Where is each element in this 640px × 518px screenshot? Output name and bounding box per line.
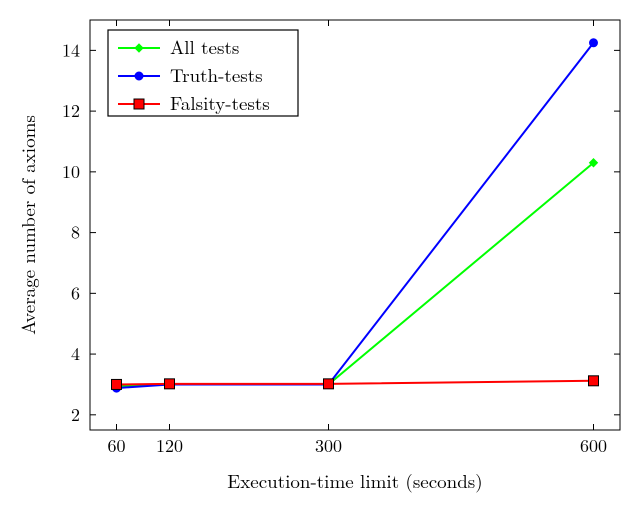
- marker-circle: [135, 72, 143, 80]
- series-line-2: [117, 381, 594, 385]
- x-tick-label: 600: [580, 433, 607, 458]
- y-tick-label: 4: [71, 341, 80, 366]
- chart-svg: 60 120 300 600 2 4 6 8 10 12 14 Execution-time limi…: [0, 0, 640, 518]
- y-axis-label: Average number of axioms: [14, 115, 41, 335]
- legend-label: Truth-tests: [170, 61, 263, 88]
- marker-square: [134, 99, 144, 109]
- series-line-0: [117, 163, 594, 386]
- y-tick-label: 14: [62, 37, 80, 62]
- marker-circle: [590, 39, 598, 47]
- y-tick-label: 2: [71, 402, 80, 427]
- marker-square: [589, 376, 599, 386]
- x-axis-label: Execution-time limit (seconds): [227, 467, 482, 494]
- marker-square: [324, 379, 334, 389]
- x-tick-label: 60: [108, 433, 126, 458]
- marker-square: [165, 379, 175, 389]
- y-tick-label: 6: [71, 280, 80, 305]
- legend-label: All tests: [170, 33, 239, 60]
- y-tick-label: 12: [62, 98, 80, 123]
- x-tick-label: 120: [156, 433, 183, 458]
- x-tick-label: 300: [315, 433, 342, 458]
- axioms-vs-time-chart: 60 120 300 600 2 4 6 8 10 12 14 Execution-time limi…: [0, 0, 640, 518]
- marker-square: [112, 379, 122, 389]
- y-tick-label: 10: [62, 159, 80, 184]
- legend-label: Falsity-tests: [170, 89, 270, 116]
- y-tick-label: 8: [71, 220, 80, 245]
